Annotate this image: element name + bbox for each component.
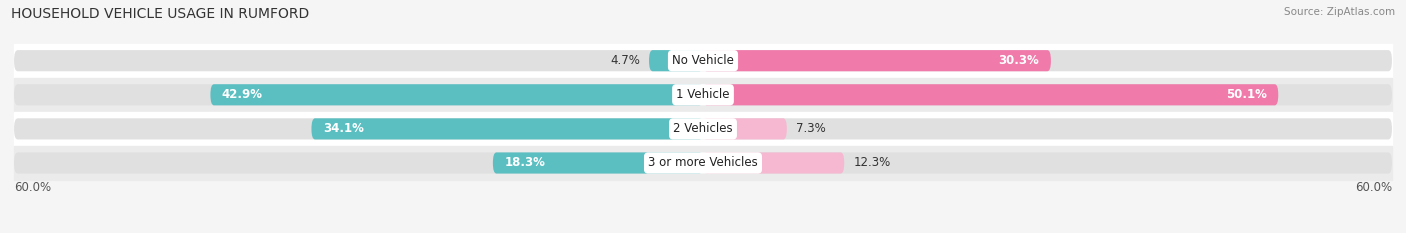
FancyBboxPatch shape	[703, 50, 1050, 71]
Text: Source: ZipAtlas.com: Source: ZipAtlas.com	[1284, 7, 1395, 17]
Text: 60.0%: 60.0%	[1355, 181, 1392, 194]
FancyBboxPatch shape	[650, 50, 703, 71]
Text: 18.3%: 18.3%	[505, 157, 546, 169]
Text: 2 Vehicles: 2 Vehicles	[673, 122, 733, 135]
Text: 30.3%: 30.3%	[998, 54, 1039, 67]
FancyBboxPatch shape	[703, 84, 1278, 105]
Text: 60.0%: 60.0%	[14, 181, 51, 194]
Bar	[14, 78, 1392, 112]
Text: HOUSEHOLD VEHICLE USAGE IN RUMFORD: HOUSEHOLD VEHICLE USAGE IN RUMFORD	[11, 7, 309, 21]
FancyBboxPatch shape	[211, 84, 703, 105]
FancyBboxPatch shape	[703, 118, 787, 140]
Text: No Vehicle: No Vehicle	[672, 54, 734, 67]
FancyBboxPatch shape	[703, 152, 844, 174]
Text: 3 or more Vehicles: 3 or more Vehicles	[648, 157, 758, 169]
FancyBboxPatch shape	[494, 152, 703, 174]
Text: 34.1%: 34.1%	[323, 122, 364, 135]
Text: 7.3%: 7.3%	[796, 122, 825, 135]
FancyBboxPatch shape	[14, 152, 1392, 174]
Text: 42.9%: 42.9%	[222, 88, 263, 101]
FancyBboxPatch shape	[14, 84, 1392, 105]
FancyBboxPatch shape	[14, 50, 1392, 71]
Text: 4.7%: 4.7%	[610, 54, 640, 67]
Bar	[14, 146, 1392, 180]
Text: 1 Vehicle: 1 Vehicle	[676, 88, 730, 101]
FancyBboxPatch shape	[14, 118, 1392, 140]
Text: 12.3%: 12.3%	[853, 157, 890, 169]
Bar	[14, 112, 1392, 146]
Text: 50.1%: 50.1%	[1226, 88, 1267, 101]
FancyBboxPatch shape	[312, 118, 703, 140]
Bar	[14, 44, 1392, 78]
